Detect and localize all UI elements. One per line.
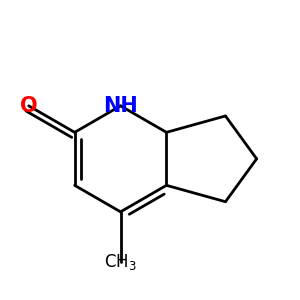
Text: CH$_3$: CH$_3$ xyxy=(104,252,137,272)
Text: NH: NH xyxy=(103,96,138,116)
Text: O: O xyxy=(20,96,38,116)
